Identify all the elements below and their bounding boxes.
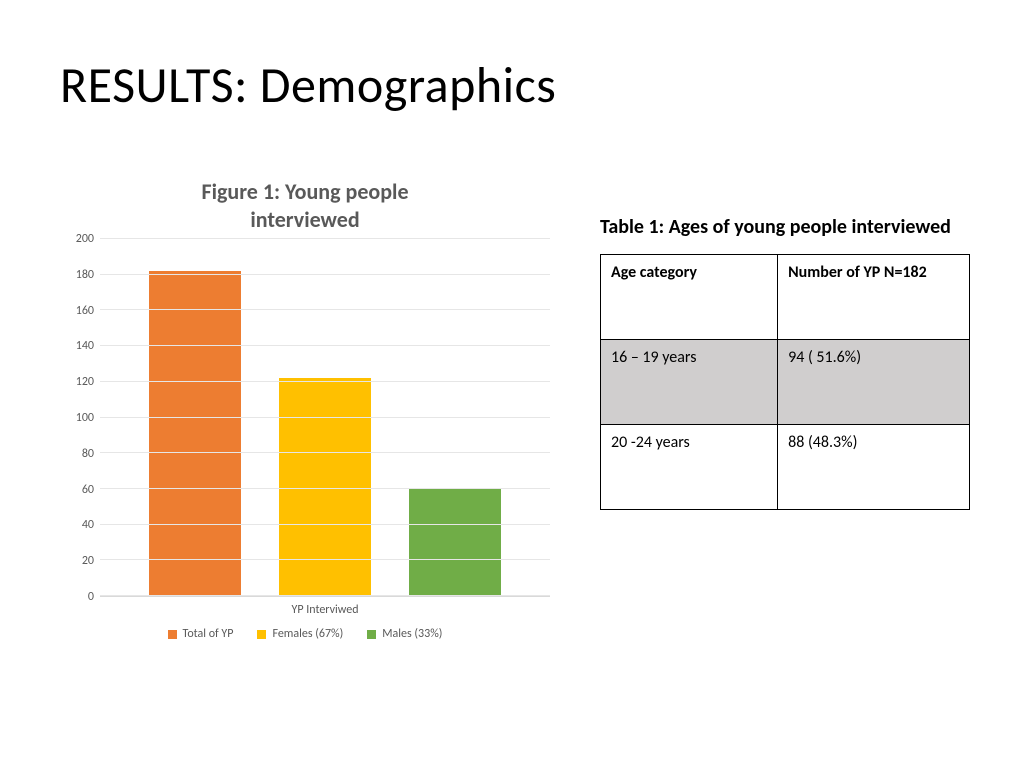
table-row: 20 -24 years 88 (48.3%): [601, 425, 970, 510]
chart-y-tick: 200: [76, 232, 94, 246]
slide-title: RESULTS: Demographics: [60, 55, 556, 116]
chart-title-line2: interviewed: [250, 206, 359, 233]
bar-chart: Figure 1: Young people interviewed 0 20 40…: [60, 178, 550, 641]
chart-gridline: [100, 595, 550, 596]
legend-swatch: [367, 630, 376, 639]
table-cell: 16 – 19 years: [601, 340, 778, 425]
chart-gridline: [100, 559, 550, 560]
legend-item: Males (33%): [367, 627, 442, 641]
legend-item: Females (67%): [257, 627, 343, 641]
chart-y-tick: 80: [82, 447, 94, 461]
chart-y-tick: 0: [88, 590, 94, 604]
chart-y-tick: 180: [76, 268, 94, 282]
chart-legend: Total of YP Females (67%) Males (33%): [60, 627, 550, 641]
chart-y-axis: 020406080100120140160180200: [60, 239, 100, 597]
table-title: Table 1: Ages of young people interviewe…: [600, 215, 970, 240]
chart-y-tick: 160: [76, 304, 94, 318]
chart-gridline: [100, 488, 550, 489]
age-table: Age category Number of YP N=182 16 – 19 …: [600, 254, 970, 510]
chart-y-tick: 120: [76, 375, 94, 389]
chart-y-tick: 100: [76, 411, 94, 425]
chart-gridline: [100, 274, 550, 275]
chart-y-tick: 20: [82, 554, 94, 568]
table-cell: 88 (48.3%): [778, 425, 970, 510]
chart-x-label: YP Interviwed: [100, 599, 550, 619]
chart-gridline: [100, 524, 550, 525]
table-cell: 20 -24 years: [601, 425, 778, 510]
chart-plot-area: [100, 239, 550, 597]
chart-gridline: [100, 381, 550, 382]
legend-swatch: [257, 630, 266, 639]
chart-y-tick: 140: [76, 339, 94, 353]
chart-title: Figure 1: Young people interviewed: [60, 178, 550, 233]
legend-swatch: [168, 630, 177, 639]
age-table-section: Table 1: Ages of young people interviewe…: [600, 215, 970, 510]
table-row: 16 – 19 years 94 ( 51.6%): [601, 340, 970, 425]
chart-gridline: [100, 345, 550, 346]
chart-gridline: [100, 417, 550, 418]
legend-label: Males (33%): [382, 627, 442, 641]
chart-bars-container: [100, 239, 550, 596]
chart-title-line1: Figure 1: Young people: [201, 178, 408, 205]
chart-y-tick: 40: [82, 518, 94, 532]
legend-item: Total of YP: [168, 627, 234, 641]
chart-gridline: [100, 238, 550, 239]
table-cell: 94 ( 51.6%): [778, 340, 970, 425]
chart-bar: [409, 489, 501, 596]
chart-bar: [149, 271, 241, 596]
chart-gridline: [100, 452, 550, 453]
table-header-cell: Age category: [601, 255, 778, 340]
legend-label: Total of YP: [183, 627, 234, 641]
chart-plot: 020406080100120140160180200 YP Interviwe…: [60, 239, 550, 619]
chart-y-tick: 60: [82, 483, 94, 497]
legend-label: Females (67%): [272, 627, 343, 641]
table-header-row: Age category Number of YP N=182: [601, 255, 970, 340]
table-header-cell: Number of YP N=182: [778, 255, 970, 340]
chart-gridline: [100, 309, 550, 310]
